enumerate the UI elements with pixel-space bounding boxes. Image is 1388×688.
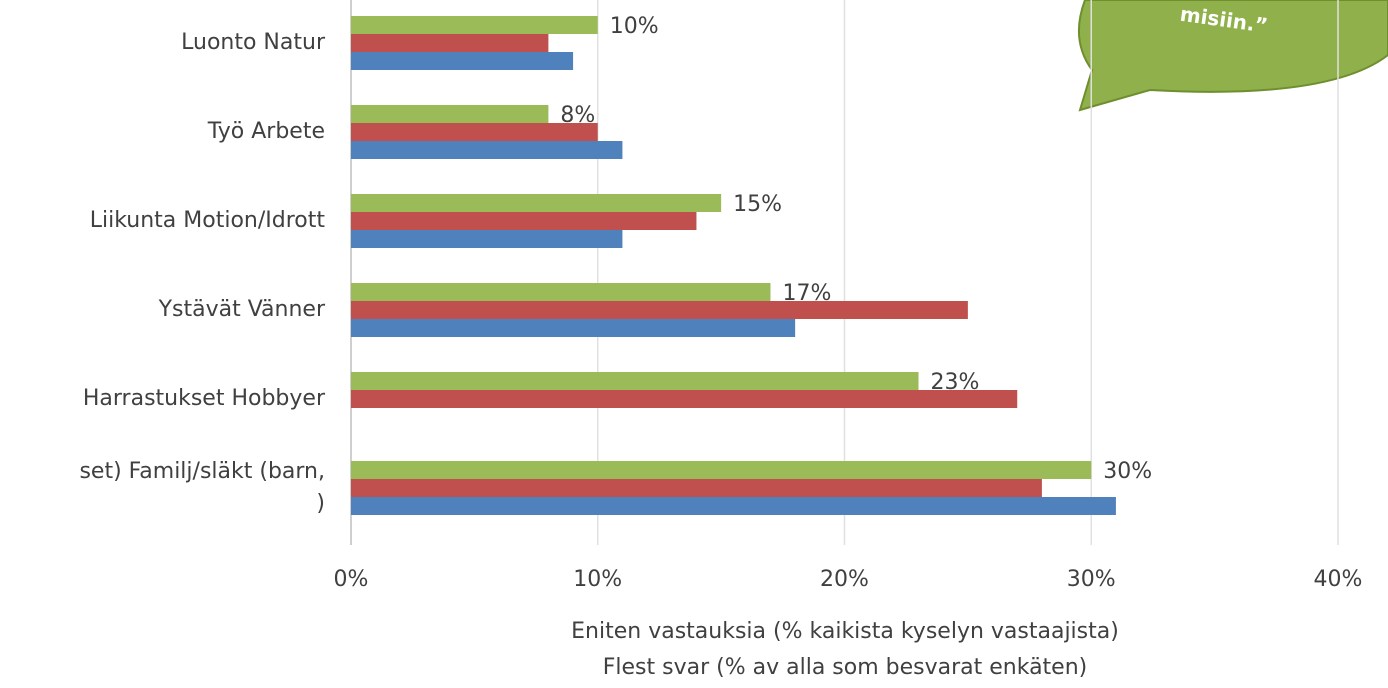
bar: [351, 283, 770, 301]
bar: [351, 390, 1017, 408]
bar: [351, 52, 573, 70]
bar: [351, 105, 548, 123]
y-tick-label: Liikunta Motion/Idrott: [90, 205, 325, 237]
y-tick-label: Harrastukset Hobbyer: [83, 383, 325, 415]
bar: [351, 34, 548, 52]
chart-canvas: misiin.” Eniten vastauksia (% kaikista k…: [0, 0, 1388, 688]
x-tick-label: 30%: [1067, 567, 1116, 592]
y-tick-label: set) Familj/släkt (barn, ): [79, 456, 325, 520]
x-axis-title: Flest svar (% av alla som besvarat enkät…: [603, 655, 1088, 680]
x-tick-label: 20%: [820, 567, 869, 592]
x-axis-title: Eniten vastauksia (% kaikista kyselyn va…: [571, 619, 1119, 644]
x-tick-label: 0%: [334, 567, 369, 592]
y-tick-label: Työ Arbete: [208, 116, 325, 148]
bar: [351, 301, 968, 319]
bar: [351, 497, 1116, 515]
data-label: 30%: [1103, 459, 1152, 484]
x-tick-label: 10%: [573, 567, 622, 592]
bar: [351, 212, 696, 230]
y-tick-label: Ystävät Vänner: [159, 294, 325, 326]
data-label: 10%: [610, 14, 659, 39]
bar: [351, 141, 622, 159]
bar: [351, 479, 1042, 497]
bar: [351, 372, 919, 390]
bar: [351, 319, 795, 337]
bar: [351, 230, 622, 248]
bar: [351, 194, 721, 212]
bar: [351, 123, 598, 141]
bar: [351, 461, 1091, 479]
x-tick-label: 40%: [1314, 567, 1363, 592]
chart: misiin.” Eniten vastauksia (% kaikista k…: [0, 0, 1388, 688]
bar: [351, 16, 598, 34]
data-label: 15%: [733, 192, 782, 217]
y-tick-label: Luonto Natur: [181, 27, 325, 59]
